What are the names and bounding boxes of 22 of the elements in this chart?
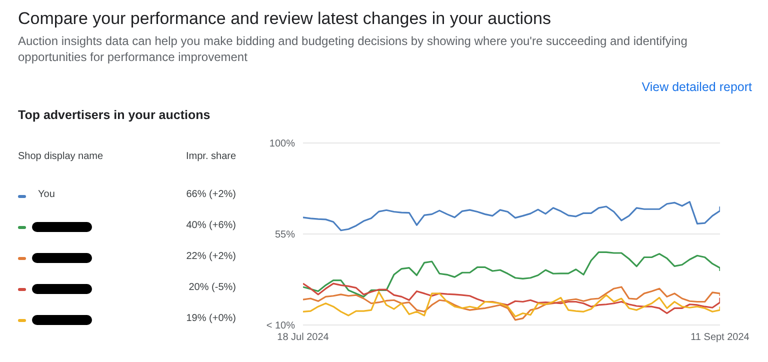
- text: Impr. share: [186, 151, 236, 162]
- text: 19% (+0%): [186, 313, 236, 324]
- text: View detailed report: [642, 80, 752, 94]
- text: Shop display name: [18, 151, 104, 162]
- y-tick-label: 55%: [274, 230, 296, 241]
- line-series: [303, 251, 720, 298]
- line-series: [303, 282, 720, 314]
- text: Top advertisers in your auctions: [18, 108, 210, 122]
- legend-label: You: [38, 189, 55, 200]
- y-tick-label: 100%: [269, 138, 296, 150]
- line-series: [303, 291, 720, 318]
- line-series: [303, 286, 720, 321]
- text: 40% (+6%): [186, 220, 236, 231]
- x-tick-label: 18 Jul 2024: [277, 332, 330, 344]
- line-series: [303, 201, 720, 232]
- y-tick-label: < 10%: [266, 320, 296, 332]
- chart-subtitle: Auction insights data can help you make bidding and budgeting decisions by showing where you're succeeding and identifying opportunities for performance improvement: [18, 34, 688, 64]
- chart-title: Compare your performance and review latest changes in your auctions: [18, 9, 551, 28]
- text: 20% (-5%): [188, 282, 236, 293]
- text: 66% (+2%): [186, 189, 236, 200]
- x-tick-label: 11 Sept 2024: [690, 332, 750, 344]
- text: 22% (+2%): [186, 251, 236, 262]
